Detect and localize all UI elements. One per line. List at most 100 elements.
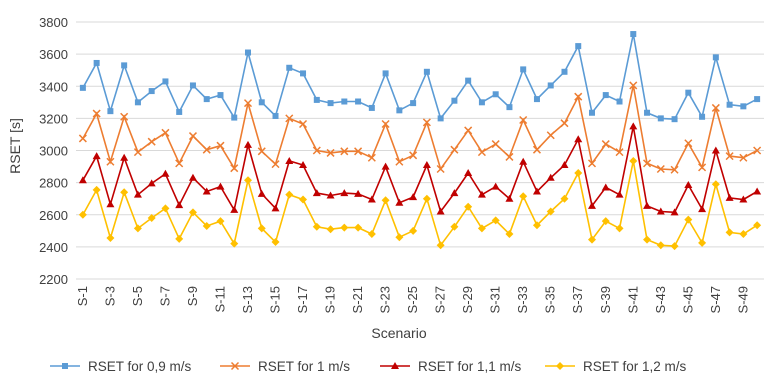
data-point <box>477 224 486 233</box>
x-tick-label: S-3 <box>102 286 117 306</box>
data-point <box>464 126 473 135</box>
data-point <box>176 108 183 115</box>
data-point <box>216 141 225 150</box>
y-tick-label: 3000 <box>39 144 68 159</box>
data-point <box>299 119 308 129</box>
data-point <box>327 100 334 107</box>
data-point <box>133 224 142 233</box>
data-point <box>216 217 225 226</box>
data-point <box>699 113 706 120</box>
data-point <box>271 238 280 247</box>
y-tick-label: 3600 <box>39 47 68 62</box>
data-point <box>533 96 540 103</box>
data-point <box>312 146 321 155</box>
data-point <box>326 191 335 199</box>
data-point <box>464 168 473 176</box>
data-point <box>670 242 679 251</box>
data-point <box>395 198 404 206</box>
data-point <box>409 193 418 201</box>
data-point <box>561 68 568 75</box>
marker-stroke <box>477 148 486 157</box>
data-point <box>189 82 196 89</box>
x-tick-label: S-45 <box>680 286 695 313</box>
marker-stroke <box>299 119 308 129</box>
data-point <box>450 145 459 154</box>
x-tick-label: S-17 <box>295 286 310 313</box>
data-point <box>203 96 210 103</box>
data-point <box>217 92 224 99</box>
x-tick-label: S-47 <box>708 286 723 313</box>
data-point <box>739 230 748 239</box>
data-point <box>560 119 569 128</box>
data-point <box>354 147 363 156</box>
data-point <box>92 109 101 118</box>
data-point <box>133 148 142 157</box>
marker-stroke <box>106 157 115 166</box>
marker-stroke <box>367 153 376 162</box>
data-point <box>616 98 623 105</box>
legend-label: RSET for 1,2 m/s <box>583 359 687 374</box>
data-point <box>656 164 665 174</box>
data-point <box>464 202 473 211</box>
y-tick-label: 2600 <box>39 208 68 223</box>
x-tick-label: S-19 <box>323 286 338 313</box>
marker-stroke <box>560 119 569 128</box>
data-point <box>92 152 101 160</box>
data-point <box>670 208 679 216</box>
marker-stroke <box>505 152 514 161</box>
data-point <box>505 152 514 161</box>
data-point <box>382 70 389 77</box>
data-point <box>107 108 114 115</box>
marker-stroke <box>147 137 156 146</box>
data-point <box>589 109 595 116</box>
marker-stroke <box>133 148 142 157</box>
y-tick-label: 2400 <box>39 240 68 255</box>
legend-label: RSET for 0,9 m/s <box>88 359 192 374</box>
data-point <box>505 230 514 239</box>
data-point <box>643 201 652 209</box>
x-tick-label: S-7 <box>157 286 172 306</box>
data-point <box>147 213 156 222</box>
data-point <box>615 148 624 157</box>
data-point <box>230 164 239 173</box>
data-point <box>202 221 211 230</box>
data-point <box>491 216 500 225</box>
data-point <box>739 195 748 203</box>
data-point <box>396 107 403 114</box>
data-point <box>698 163 707 172</box>
data-point <box>79 84 86 91</box>
data-point <box>381 119 390 129</box>
data-point <box>391 362 399 369</box>
x-tick-label: S-11 <box>212 286 227 313</box>
data-point <box>726 101 733 108</box>
data-point <box>326 225 335 234</box>
data-point <box>395 233 404 242</box>
data-point <box>574 135 583 143</box>
data-point <box>491 182 500 190</box>
data-point <box>162 78 169 85</box>
marker-stroke <box>243 99 253 108</box>
legend-item: RSET for 1,2 m/s <box>545 359 687 374</box>
data-point <box>601 140 610 149</box>
data-point <box>532 145 541 154</box>
x-tick-label: S-1 <box>75 286 90 306</box>
x-tick-label: S-5 <box>130 286 145 306</box>
data-point <box>272 112 279 119</box>
x-tick-label: S-15 <box>268 286 283 313</box>
marker-stroke <box>395 157 404 166</box>
marker-stroke <box>753 146 762 155</box>
data-point <box>244 176 252 185</box>
data-point <box>231 114 238 121</box>
data-point <box>711 180 720 189</box>
x-tick-label: S-25 <box>405 286 420 313</box>
data-point <box>506 104 513 111</box>
data-point <box>574 92 583 101</box>
x-tick-label: S-21 <box>350 286 365 313</box>
data-point <box>106 234 115 243</box>
data-point <box>740 103 747 110</box>
marker-stroke <box>519 115 528 125</box>
data-point <box>422 194 431 203</box>
data-point <box>574 168 583 177</box>
data-point <box>437 115 444 122</box>
